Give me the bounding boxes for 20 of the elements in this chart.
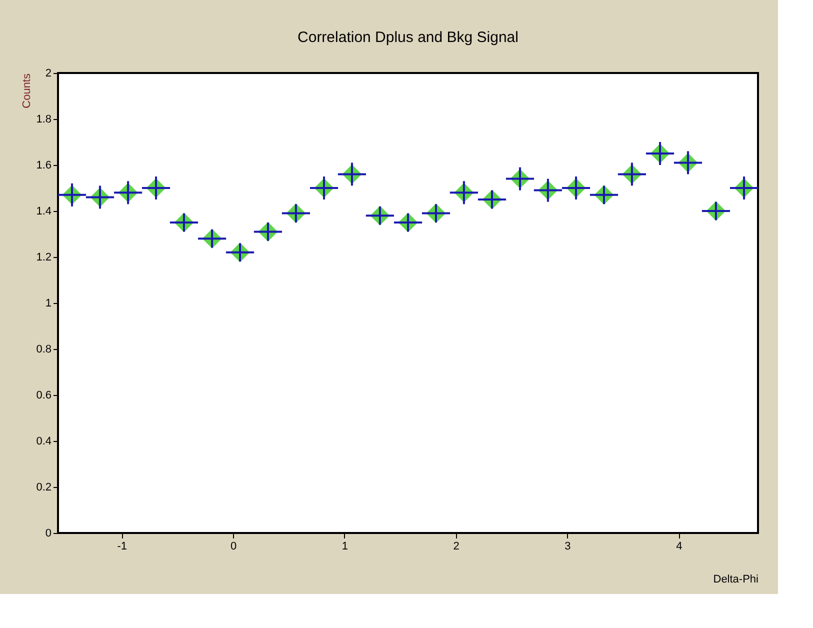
y-tick-label: 0 <box>45 528 52 540</box>
x-tick-label: 2 <box>453 540 460 552</box>
x-tick-label: -1 <box>117 540 127 552</box>
y-tick-label: 1.6 <box>36 160 52 172</box>
y-tick-label: 1.8 <box>36 114 52 126</box>
y-tick-label: 0.2 <box>36 482 52 494</box>
x-tick-label: 3 <box>564 540 571 552</box>
chart-title: Correlation Dplus and Bkg Signal <box>298 29 518 46</box>
y-tick-label: 1.2 <box>36 252 52 264</box>
y-axis-title: Counts <box>21 73 34 108</box>
y-tick-label: 1.4 <box>36 206 52 218</box>
y-tick-label: 0.8 <box>36 344 52 356</box>
y-tick-label: 0.6 <box>36 390 52 402</box>
x-tick-label: 0 <box>230 540 237 552</box>
x-axis-title: Delta-Phi <box>713 574 758 586</box>
x-tick-label: 1 <box>342 540 348 552</box>
y-tick-label: 1 <box>45 298 52 310</box>
y-tick-label: 0.4 <box>36 436 52 448</box>
x-tick-label: 4 <box>676 540 682 552</box>
y-tick-label: 2 <box>45 68 52 80</box>
